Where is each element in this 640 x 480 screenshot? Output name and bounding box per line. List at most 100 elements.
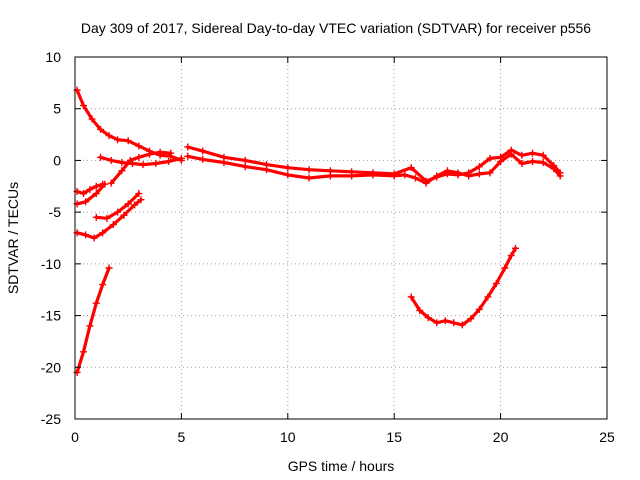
data-point — [486, 154, 494, 162]
data-point — [529, 157, 537, 165]
data-point — [284, 164, 292, 172]
x-axis-label: GPS time / hours — [288, 458, 395, 474]
y-tick-label: 5 — [53, 101, 61, 117]
data-point — [416, 306, 424, 314]
y-tick-label: -25 — [41, 411, 61, 427]
data-point — [539, 158, 547, 166]
data-point — [97, 125, 105, 133]
data-point — [82, 231, 90, 239]
data-point — [450, 319, 458, 327]
series-arc-d — [75, 182, 107, 206]
x-tick-label: 20 — [493, 429, 509, 445]
data-point — [99, 281, 107, 289]
data-point — [492, 280, 500, 288]
data-point — [407, 164, 415, 172]
data-point — [199, 155, 207, 163]
data-point — [120, 211, 128, 219]
data-point — [167, 149, 175, 157]
data-point — [105, 264, 113, 272]
data-point — [475, 170, 483, 178]
data-point — [458, 321, 466, 329]
data-point — [443, 167, 451, 175]
data-point — [550, 165, 558, 173]
data-point — [433, 319, 441, 327]
data-point — [433, 172, 441, 180]
x-tick-label: 10 — [280, 429, 296, 445]
data-point — [411, 174, 419, 182]
data-point — [369, 171, 377, 179]
data-point — [97, 153, 105, 161]
y-tick-label: -5 — [49, 204, 62, 220]
data-point — [156, 148, 164, 156]
data-point — [135, 142, 143, 150]
data-point — [86, 322, 94, 330]
data-point — [486, 169, 494, 177]
data-point — [82, 198, 90, 206]
axis-ticks: 0 5 10 15 20 25 10 5 0 -5 -10 -15 -20 -25 — [41, 49, 615, 445]
data-point — [152, 160, 160, 168]
data-point — [109, 221, 117, 229]
data-point — [165, 157, 173, 165]
data-point — [118, 167, 126, 175]
data-point — [465, 172, 473, 180]
series-arc-h — [75, 266, 111, 375]
data-point — [86, 185, 94, 193]
data-point — [511, 244, 519, 252]
chart-title: Day 309 of 2017, Sidereal Day-to-day VTE… — [81, 20, 591, 36]
data-point — [145, 150, 153, 158]
data-point — [556, 172, 564, 180]
data-point — [241, 156, 249, 164]
y-tick-label: -15 — [41, 308, 61, 324]
data-point — [348, 172, 356, 180]
data-point — [199, 147, 207, 155]
y-axis-label: SDTVAR / TECUs — [5, 182, 21, 294]
data-point — [137, 196, 145, 204]
data-point — [454, 169, 462, 177]
data-point — [107, 156, 115, 164]
data-point — [124, 200, 132, 208]
data-point — [126, 156, 134, 164]
x-tick-label: 25 — [599, 429, 615, 445]
data-point — [305, 166, 313, 174]
data-point — [184, 143, 192, 151]
series-arc-a — [75, 88, 183, 162]
data-point — [92, 190, 100, 198]
data-point — [80, 348, 88, 356]
data-point — [124, 137, 132, 145]
data-point — [424, 314, 432, 322]
data-point — [475, 163, 483, 171]
data-point — [518, 160, 526, 168]
data-point — [105, 132, 113, 140]
data-point — [177, 154, 185, 162]
data-point — [92, 299, 100, 307]
data-point — [484, 293, 492, 301]
series-arc-k — [409, 246, 518, 327]
data-point — [101, 180, 109, 188]
data-point — [407, 293, 415, 301]
data-point — [99, 229, 107, 237]
x-tick-label: 5 — [178, 429, 186, 445]
data-point — [114, 208, 122, 216]
data-point — [475, 305, 483, 313]
data-series-layer — [73, 86, 564, 376]
x-tick-label: 15 — [386, 429, 402, 445]
data-point — [103, 214, 111, 222]
data-point — [539, 151, 547, 159]
data-point — [118, 158, 126, 166]
y-tick-label: -10 — [41, 256, 61, 272]
data-point — [92, 182, 100, 190]
data-point — [131, 201, 139, 209]
data-point — [507, 150, 515, 158]
data-point — [305, 174, 313, 182]
y-tick-label: 10 — [45, 49, 61, 65]
data-point — [441, 317, 449, 325]
data-point — [135, 153, 143, 161]
data-point — [518, 151, 526, 159]
data-point — [220, 158, 228, 166]
y-tick-label: -20 — [41, 359, 61, 375]
plot-frame — [74, 56, 608, 420]
data-point — [107, 179, 115, 187]
data-point — [422, 179, 430, 187]
data-point — [284, 171, 292, 179]
data-point — [80, 102, 88, 110]
